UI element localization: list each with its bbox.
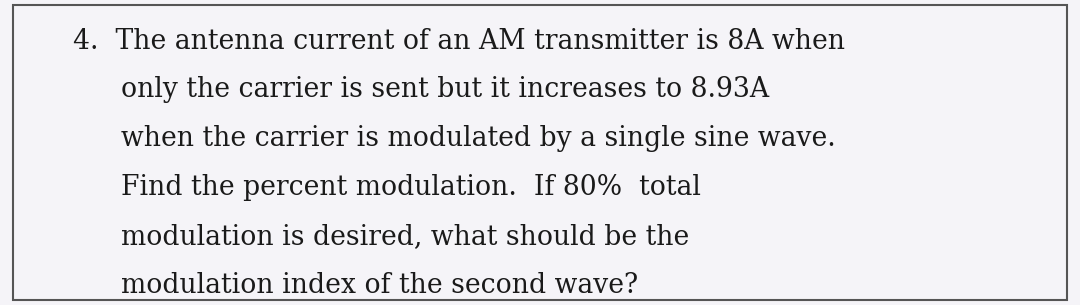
Text: only the carrier is sent but it increases to 8.93A: only the carrier is sent but it increase… [121,77,769,103]
Text: modulation index of the second wave?: modulation index of the second wave? [121,272,638,299]
Text: modulation is desired, what should be the: modulation is desired, what should be th… [121,223,689,250]
Text: Find the percent modulation.  If 80%  total: Find the percent modulation. If 80% tota… [121,174,701,201]
Text: 4.  The antenna current of an AM transmitter is 8A when: 4. The antenna current of an AM transmit… [73,28,846,55]
Text: when the carrier is modulated by a single sine wave.: when the carrier is modulated by a singl… [121,125,836,152]
